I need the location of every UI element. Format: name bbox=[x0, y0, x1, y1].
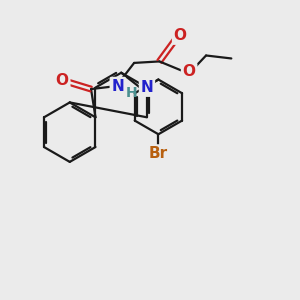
Text: O: O bbox=[183, 64, 196, 79]
Text: O: O bbox=[174, 28, 187, 43]
Text: O: O bbox=[56, 73, 69, 88]
Text: Br: Br bbox=[149, 146, 168, 161]
Text: N: N bbox=[141, 80, 153, 95]
Text: H: H bbox=[125, 85, 137, 100]
Text: N: N bbox=[111, 79, 124, 94]
